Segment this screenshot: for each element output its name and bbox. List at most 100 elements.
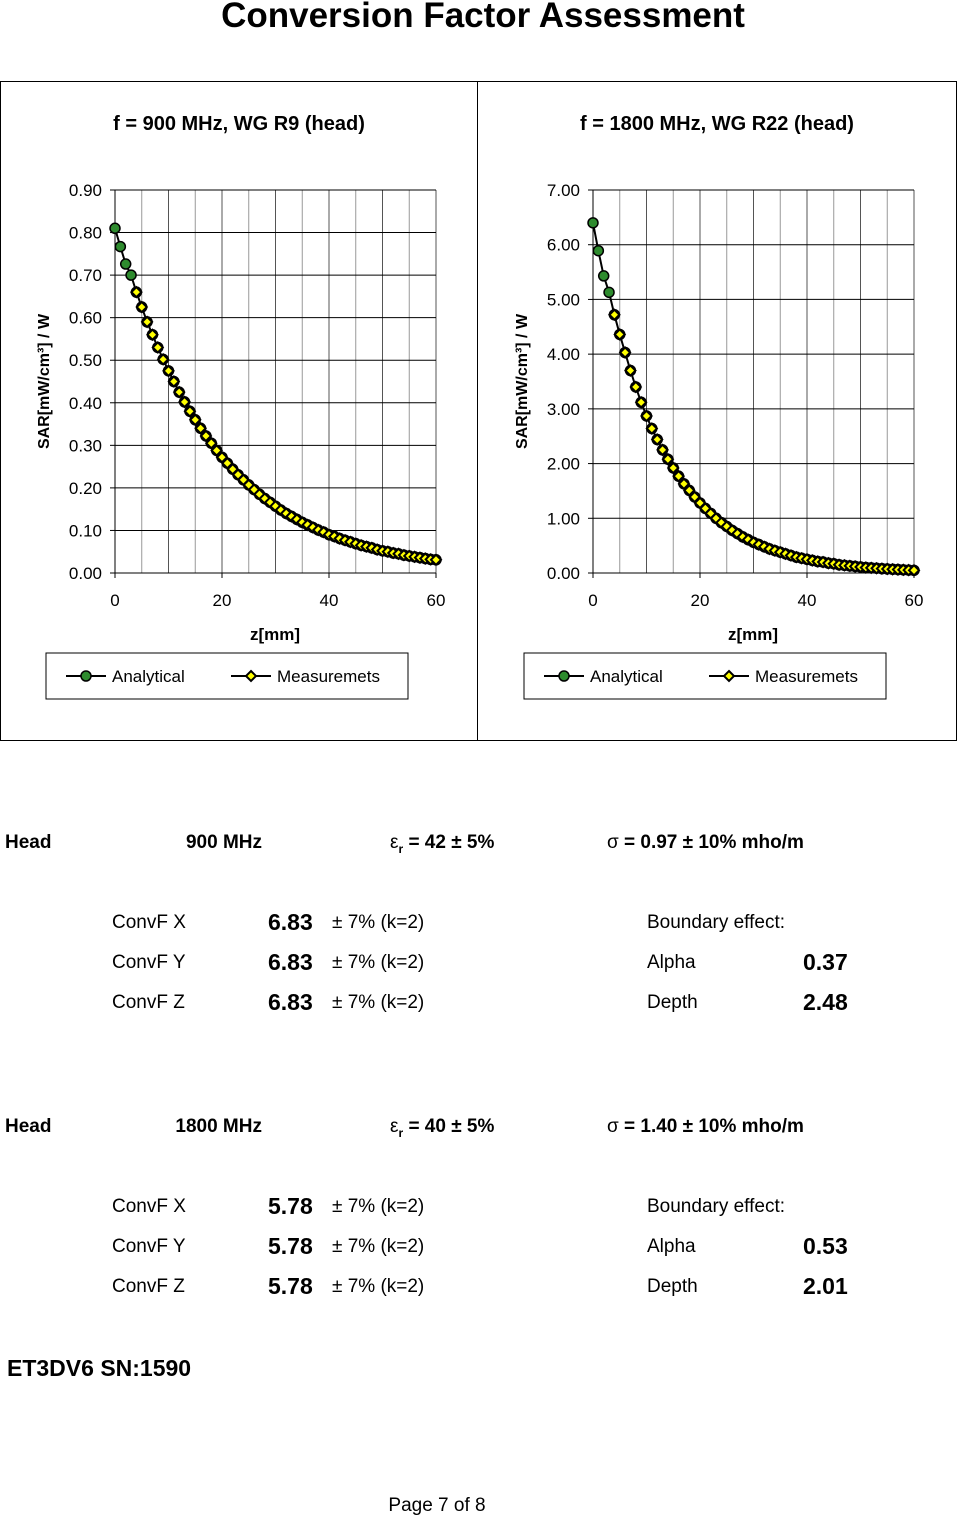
y-tick-label: 1.00 bbox=[547, 509, 580, 528]
legend-box bbox=[523, 652, 887, 700]
y-tick-label: 5.00 bbox=[547, 290, 580, 309]
medium-label: Head bbox=[5, 1116, 52, 1137]
convf-label: ConvF Y bbox=[112, 952, 186, 973]
analytical-point bbox=[119, 258, 132, 270]
chart-title: f = 900 MHz, WG R9 (head) bbox=[113, 113, 365, 135]
measurement-point bbox=[162, 364, 175, 378]
measurement-point bbox=[429, 553, 443, 567]
measurement-point bbox=[146, 328, 159, 342]
conductivity: σ = 1.40 ± 10% mho/m bbox=[607, 1116, 804, 1138]
measurement-point bbox=[135, 300, 149, 314]
convf-label: ConvF Z bbox=[112, 992, 185, 1013]
frequency-label: 1800 MHz bbox=[175, 1116, 262, 1137]
sigma-symbol: σ bbox=[607, 1116, 619, 1137]
x-tick-label: 60 bbox=[427, 591, 446, 610]
y-tick-label: 0.90 bbox=[69, 181, 102, 200]
y-tick-label: 0.40 bbox=[69, 394, 102, 413]
alpha-value: 0.37 bbox=[803, 949, 848, 975]
conductivity-value: = 1.40 ± 10% mho/m bbox=[624, 1116, 804, 1137]
measurement-point bbox=[178, 395, 191, 409]
page-footer: Page 7 of 8 bbox=[388, 1495, 486, 1516]
measurement-point bbox=[661, 452, 675, 466]
y-tick-label: 0.10 bbox=[69, 521, 102, 540]
legend-label-measurements: Measuremets bbox=[755, 667, 858, 686]
probe-id: ET3DV6 SN:1590 bbox=[7, 1355, 192, 1381]
legend-marker-measurements bbox=[722, 669, 736, 683]
analytical-point bbox=[603, 286, 615, 299]
y-tick-label: 0.00 bbox=[69, 564, 102, 583]
convf-label: ConvF X bbox=[112, 912, 186, 933]
permittivity: εr = 42 ± 5% bbox=[390, 832, 494, 856]
convf-uncertainty: ± 7% (k=2) bbox=[332, 912, 425, 933]
alpha-value: 0.53 bbox=[803, 1233, 848, 1259]
y-tick-label: 0.20 bbox=[69, 479, 102, 498]
x-tick-label: 0 bbox=[110, 591, 119, 610]
measurement-point bbox=[677, 477, 691, 491]
measurement-point bbox=[629, 380, 643, 394]
permittivity: εr = 40 ± 5% bbox=[390, 1116, 494, 1140]
x-tick-label: 0 bbox=[588, 591, 597, 610]
measurement-point bbox=[666, 461, 680, 475]
measurement-point bbox=[624, 364, 637, 377]
y-tick-label: 6.00 bbox=[547, 236, 580, 255]
convf-uncertainty: ± 7% (k=2) bbox=[332, 1236, 425, 1257]
epsilon-symbol: ε bbox=[390, 1116, 399, 1137]
x-tick-label: 40 bbox=[798, 591, 817, 610]
y-tick-label: 0.70 bbox=[69, 266, 102, 285]
measurement-point bbox=[656, 443, 669, 457]
legend-marker-analytical bbox=[80, 670, 92, 682]
measurement-point bbox=[151, 341, 165, 354]
depth-value: 2.01 bbox=[803, 1273, 848, 1299]
sigma-symbol: σ bbox=[607, 832, 619, 853]
analytical-point bbox=[592, 244, 605, 257]
page-title: Conversion Factor Assessment bbox=[221, 0, 745, 35]
charts-divider bbox=[477, 81, 478, 741]
permittivity-value: = 42 ± 5% bbox=[408, 832, 495, 853]
measurement-point bbox=[167, 375, 181, 388]
analytical-point bbox=[114, 240, 127, 253]
x-tick-label: 20 bbox=[213, 591, 232, 610]
analytical-point bbox=[125, 269, 137, 281]
alpha-label: Alpha bbox=[647, 1236, 696, 1257]
y-tick-label: 0.30 bbox=[69, 436, 102, 455]
legend-marker-measurements bbox=[244, 669, 258, 683]
convf-value: 6.83 bbox=[268, 909, 313, 935]
x-tick-label: 60 bbox=[905, 591, 924, 610]
y-tick-label: 4.00 bbox=[547, 345, 580, 364]
analytical-point bbox=[587, 217, 599, 229]
convf-uncertainty: ± 7% (k=2) bbox=[332, 952, 425, 973]
measurement-point bbox=[682, 483, 696, 497]
epsilon-symbol: ε bbox=[390, 832, 399, 853]
legend-marker-analytical bbox=[558, 670, 570, 682]
boundary-effect-label: Boundary effect: bbox=[647, 1196, 786, 1217]
measurement-point bbox=[129, 285, 143, 299]
y-tick-label: 0.60 bbox=[69, 309, 102, 328]
chart-title: f = 1800 MHz, WG R22 (head) bbox=[580, 113, 854, 135]
measurement-point bbox=[650, 433, 664, 446]
boundary-effect-label: Boundary effect: bbox=[647, 912, 786, 933]
measurement-point bbox=[640, 409, 653, 423]
measurement-point bbox=[672, 469, 686, 483]
measurement-point bbox=[634, 395, 648, 409]
conductivity-value: = 0.97 ± 10% mho/m bbox=[624, 832, 804, 853]
epsilon-subscript: r bbox=[398, 841, 404, 856]
medium-label: Head bbox=[5, 832, 52, 853]
epsilon-subscript: r bbox=[398, 1125, 404, 1140]
y-tick-label: 0.80 bbox=[69, 224, 102, 243]
y-tick-label: 0.00 bbox=[547, 564, 580, 583]
depth-value: 2.48 bbox=[803, 989, 848, 1015]
x-axis-label: z[mm] bbox=[250, 625, 300, 644]
convf-value: 5.78 bbox=[268, 1233, 313, 1259]
measurement-point bbox=[140, 315, 154, 329]
y-tick-label: 2.00 bbox=[547, 455, 580, 474]
convf-uncertainty: ± 7% (k=2) bbox=[332, 1196, 425, 1217]
convf-value: 6.83 bbox=[268, 989, 313, 1015]
x-tick-label: 40 bbox=[320, 591, 339, 610]
analytical-point bbox=[597, 270, 610, 282]
convf-uncertainty: ± 7% (k=2) bbox=[332, 1276, 425, 1297]
conductivity: σ = 0.97 ± 10% mho/m bbox=[607, 832, 804, 854]
depth-label: Depth bbox=[647, 1276, 698, 1297]
permittivity-value: = 40 ± 5% bbox=[408, 1116, 495, 1137]
analytical-point bbox=[109, 222, 121, 235]
legend-label-analytical: Analytical bbox=[590, 667, 663, 686]
